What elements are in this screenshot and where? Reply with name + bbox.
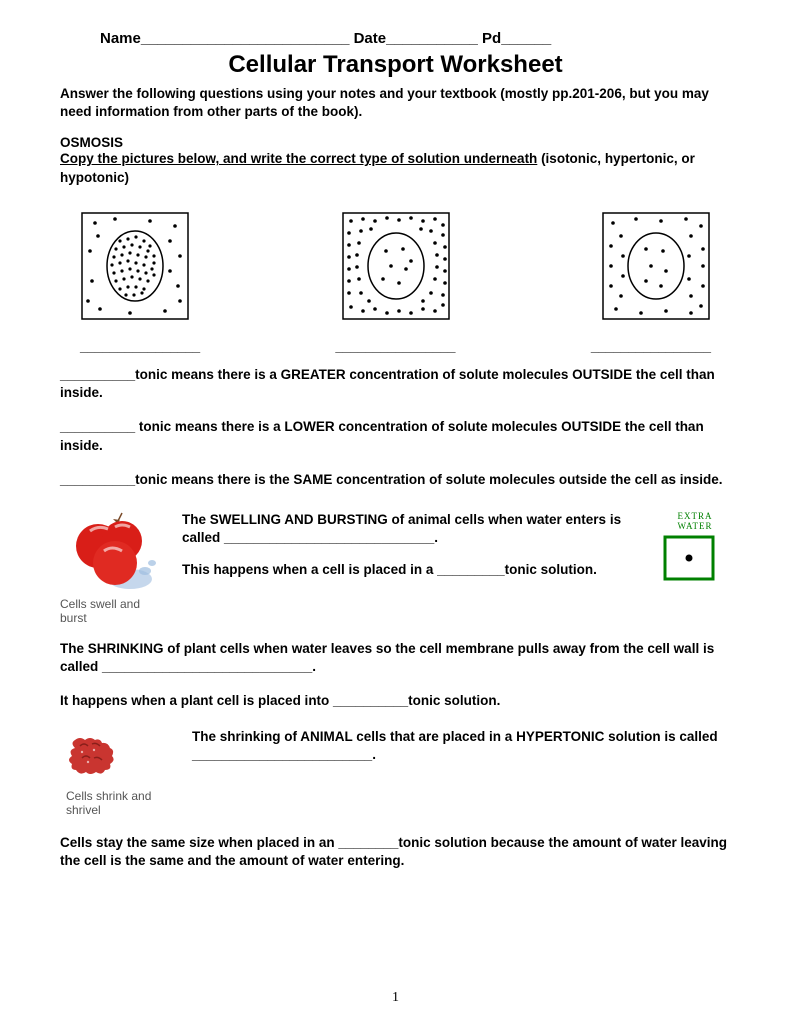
intro-text: Answer the following questions using you… — [60, 85, 731, 121]
blank-answer-lines: ________________ ________________ ______… — [80, 339, 711, 354]
extra-water-label: EXTRA WATER — [659, 511, 731, 531]
swell-text-col: The SWELLING AND BURSTING of animal cell… — [182, 511, 651, 580]
swell-line1: The SWELLING AND BURSTING of animal cell… — [182, 511, 651, 547]
shrink-animal-text: The shrinking of ANIMAL cells that are p… — [192, 728, 731, 764]
blank-1: ________________ — [80, 339, 200, 354]
extra-water-box: EXTRA WATER — [659, 511, 731, 591]
osmosis-instruction: Copy the pictures below, and write the c… — [60, 150, 731, 186]
pd-blank: ______ — [501, 30, 551, 47]
def-greater: __________tonic means there is a GREATER… — [60, 366, 731, 402]
cell-diagram-1 — [70, 201, 200, 331]
shrink-image-col: Cells shrink and shrivel — [60, 728, 180, 818]
osmosis-instruction-underlined: Copy the pictures below, and write the c… — [60, 151, 537, 166]
cell-diagram-3 — [591, 201, 721, 331]
shrink-plant-line2: It happens when a plant cell is placed i… — [60, 692, 731, 710]
date-label: Date — [354, 30, 387, 47]
shrink-caption: Cells shrink and shrivel — [66, 790, 180, 818]
blank-3: ________________ — [591, 339, 711, 354]
pd-label: Pd — [482, 30, 501, 47]
shrink-text-col: The shrinking of ANIMAL cells that are p… — [192, 728, 731, 764]
name-label: Name — [100, 30, 141, 47]
swell-row: Cells swell and burst The SWELLING AND B… — [60, 511, 731, 626]
shrink-cells-icon — [60, 728, 130, 783]
swell-cells-icon — [60, 511, 160, 591]
osmosis-diagrams — [70, 201, 721, 331]
extra-water-icon — [659, 531, 719, 586]
def-lower: __________ tonic means there is a LOWER … — [60, 418, 731, 454]
def-same: __________tonic means there is the SAME … — [60, 471, 731, 489]
swell-line2: This happens when a cell is placed in a … — [182, 561, 651, 579]
swell-caption: Cells swell and burst — [60, 598, 170, 626]
shrink-plant-line1: The SHRINKING of plant cells when water … — [60, 640, 731, 676]
date-blank: ___________ — [386, 30, 478, 47]
page-number: 1 — [0, 990, 791, 1006]
worksheet-title: Cellular Transport Worksheet — [60, 51, 731, 79]
osmosis-heading: OSMOSIS — [60, 135, 731, 150]
shrink-row: Cells shrink and shrivel The shrinking o… — [60, 728, 731, 818]
blank-2: ________________ — [335, 339, 455, 354]
worksheet-page: Name_________________________ Date______… — [0, 0, 791, 1024]
name-blank: _________________________ — [141, 30, 350, 47]
swell-image-col: Cells swell and burst — [60, 511, 170, 626]
cell-diagram-2 — [331, 201, 461, 331]
same-size-text: Cells stay the same size when placed in … — [60, 834, 731, 870]
name-date-line: Name_________________________ Date______… — [100, 30, 731, 47]
